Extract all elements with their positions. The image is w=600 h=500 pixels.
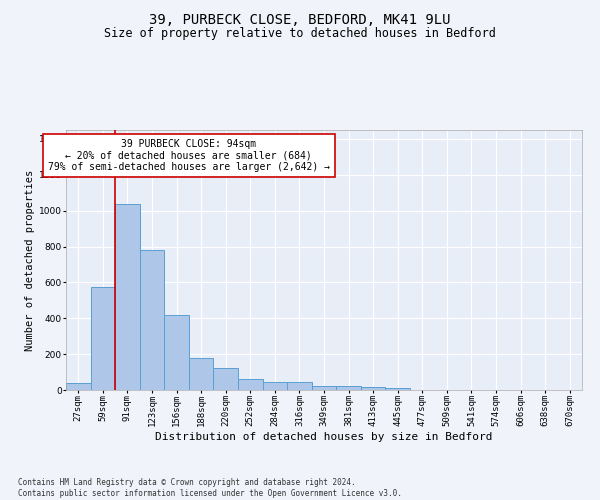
Bar — [115, 204, 140, 390]
Bar — [263, 382, 287, 390]
Text: Contains HM Land Registry data © Crown copyright and database right 2024.
Contai: Contains HM Land Registry data © Crown c… — [18, 478, 402, 498]
X-axis label: Distribution of detached houses by size in Bedford: Distribution of detached houses by size … — [155, 432, 493, 442]
Bar — [91, 287, 115, 390]
Bar — [238, 379, 263, 390]
Bar — [361, 387, 385, 390]
Bar — [66, 383, 91, 390]
Bar — [214, 368, 238, 390]
Text: 39 PURBECK CLOSE: 94sqm
← 20% of detached houses are smaller (684)
79% of semi-d: 39 PURBECK CLOSE: 94sqm ← 20% of detache… — [48, 138, 330, 172]
Bar — [312, 386, 336, 390]
Bar — [336, 386, 361, 390]
Bar — [287, 382, 312, 390]
Bar — [140, 250, 164, 390]
Bar — [189, 358, 214, 390]
Text: Size of property relative to detached houses in Bedford: Size of property relative to detached ho… — [104, 28, 496, 40]
Bar — [385, 388, 410, 390]
Text: 39, PURBECK CLOSE, BEDFORD, MK41 9LU: 39, PURBECK CLOSE, BEDFORD, MK41 9LU — [149, 12, 451, 26]
Bar — [164, 314, 189, 390]
Y-axis label: Number of detached properties: Number of detached properties — [25, 170, 35, 350]
